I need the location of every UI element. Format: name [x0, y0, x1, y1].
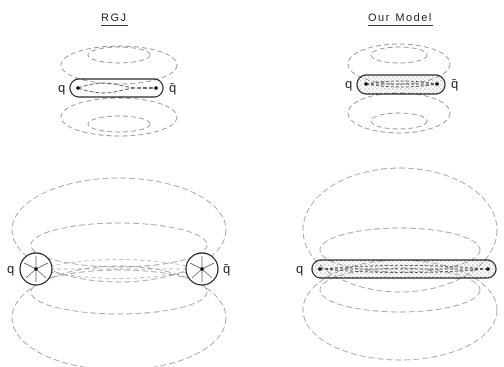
model-small-configuration: [347, 43, 451, 134]
rgj-large-configuration: [11, 177, 227, 367]
rgj-large-quark-bag: [19, 252, 53, 286]
model-large-inner-field-lines: [319, 265, 489, 273]
rgj-panel-title: RGJ: [101, 12, 128, 26]
model-small-inner-field-lines: [365, 80, 438, 88]
rgj-small-antiquark-label: q̄: [169, 80, 177, 95]
rgj-small-flux-tube: [69, 78, 164, 98]
rgj-small-inner-field-lines: [77, 82, 157, 94]
rgj-small-configuration: [60, 45, 178, 137]
rgj-small-antiquark-dot: [154, 86, 158, 90]
model-small-flux-tube: [356, 74, 446, 95]
model-small-antiquark-label: q̄: [451, 76, 459, 91]
model-large-quark-label: q: [296, 261, 304, 276]
rgj-large-mid-field-lines: [35, 259, 203, 279]
rgj-small-outer-field-lines: [60, 45, 178, 137]
model-small-quark-dot: [364, 82, 368, 86]
model-large-configuration: [302, 167, 498, 361]
rgj-large-quark-label: q: [7, 261, 15, 276]
model-small-antiquark-dot: [435, 82, 439, 86]
rgj-large-antiquark-bag: [185, 252, 219, 286]
our-model-panel-title: Our Model: [368, 12, 433, 26]
model-large-flux-tube: [311, 259, 497, 279]
rgj-small-quark-dot: [76, 86, 80, 90]
rgj-large-antiquark-label: q̄: [223, 261, 231, 276]
model-large-antiquark-dot: [486, 267, 490, 271]
rgj-large-outer-field-lines: [11, 177, 227, 367]
model-large-quark-dot: [318, 267, 322, 271]
model-small-quark-label: q: [345, 76, 353, 91]
rgj-small-quark-label: q: [58, 80, 66, 95]
